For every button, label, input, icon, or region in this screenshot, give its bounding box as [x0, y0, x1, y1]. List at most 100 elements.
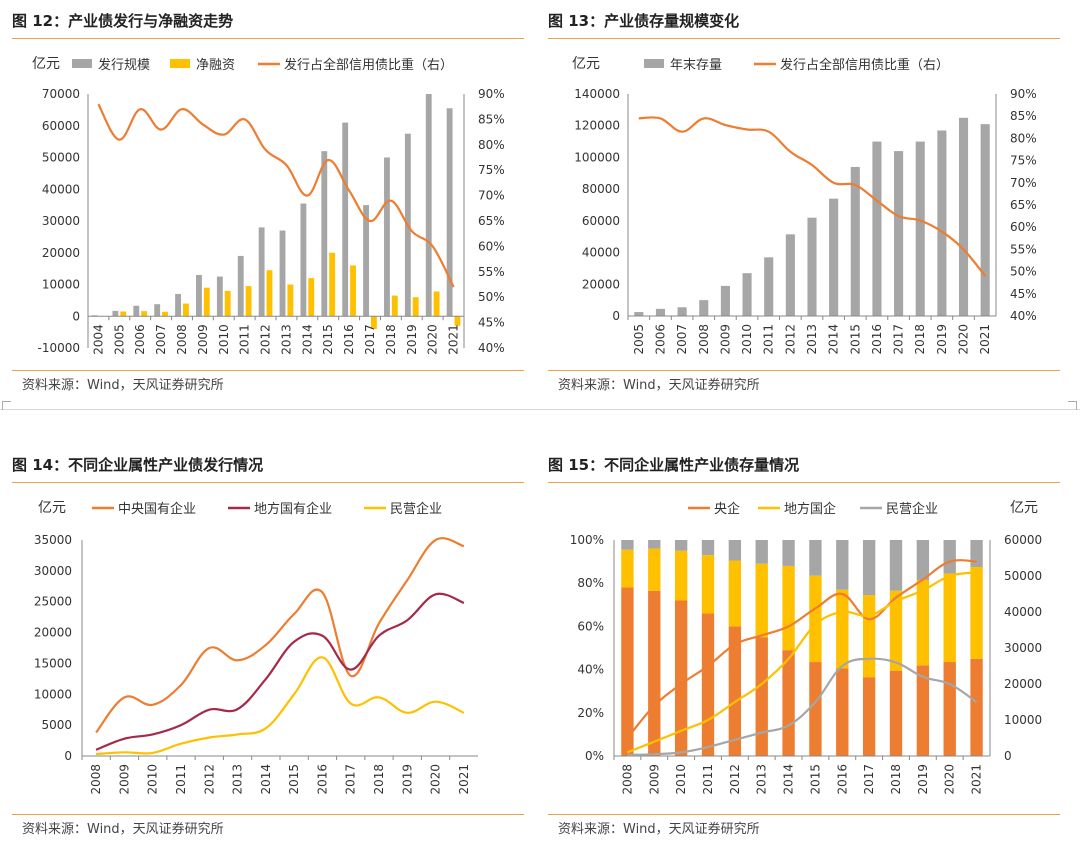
legend-label-1: 发行占全部信用债比重（右） [780, 57, 949, 73]
x-tick-label: 2009 [647, 764, 661, 795]
bar-issuance [112, 311, 118, 316]
x-tick-label: 2009 [196, 324, 210, 355]
bar-net-financing [120, 311, 126, 316]
x-tick-label: 2020 [957, 324, 971, 355]
stacked-bar-0 [944, 662, 956, 756]
y-left-tick-label: 140000 [574, 87, 620, 101]
x-tick-label: 2005 [112, 324, 126, 355]
x-tick-label: 2013 [755, 764, 769, 795]
stacked-bar-2 [944, 540, 956, 573]
bar-net-financing [413, 297, 419, 316]
y-right-tick-label: 60000 [1004, 533, 1042, 547]
y-left-tick-label: 50000 [42, 151, 80, 165]
y-right-tick-label: 60% [1010, 220, 1037, 234]
y-right-tick-label: 45% [478, 316, 505, 330]
y-tick-label: 35000 [34, 533, 72, 547]
y-right-tick-label: 40% [478, 341, 505, 355]
legend-label-0: 发行规模 [98, 57, 150, 73]
stacked-bar-2 [648, 540, 660, 549]
y-tick-label: 15000 [34, 656, 72, 670]
source-rule [12, 370, 524, 371]
chart-source-15: 资料来源：Wind，天风证券研究所 [558, 818, 760, 837]
y-right-tick-label: 85% [478, 112, 505, 126]
x-tick-label: 2011 [762, 324, 776, 355]
stacked-bar-0 [809, 662, 821, 756]
bar-net-financing [329, 253, 335, 317]
x-tick-label: 2020 [429, 764, 443, 795]
x-tick-label: 2005 [632, 324, 646, 355]
x-tick-label: 2016 [315, 764, 329, 795]
chart-12-svg: 亿元发行规模净融资发行占全部信用债比重（右）-10000010000200003… [12, 42, 524, 370]
title-rule [12, 482, 524, 483]
series-line-0 [96, 538, 464, 732]
y-right-tick-label: 20000 [1004, 677, 1042, 691]
bar-net-financing [246, 286, 252, 316]
stacked-bar-1 [621, 550, 633, 588]
y-right-tick-label: 60% [478, 239, 505, 253]
stacked-bar-2 [621, 540, 633, 550]
y-left-tick-label: -10000 [37, 341, 80, 355]
bar-year-end-stock [634, 312, 643, 316]
stacked-bar-1 [729, 561, 741, 627]
y-axis-unit: 亿元 [572, 56, 600, 72]
bar-year-end-stock [743, 273, 752, 316]
stacked-bar-0 [970, 659, 982, 756]
chart-15-svg: 亿元央企地方国企民营企业0%20%40%60%80%100%0100002000… [548, 486, 1060, 814]
chart-title-12: 图 12：产业债发行与净融资走势 [12, 10, 233, 31]
x-tick-label: 2008 [175, 324, 189, 355]
bar-net-financing [308, 278, 314, 316]
x-tick-label: 2020 [426, 324, 440, 355]
x-tick-label: 2017 [363, 324, 377, 355]
x-tick-label: 2019 [916, 764, 930, 795]
chart-title-15: 图 15：不同企业属性产业债存量情况 [548, 454, 799, 475]
y-tick-label: 30000 [34, 564, 72, 578]
bar-year-end-stock [894, 151, 903, 316]
bar-issuance [238, 256, 244, 316]
y-right-tick-label: 70% [478, 189, 505, 203]
bar-issuance [196, 275, 202, 316]
bar-issuance [217, 277, 223, 317]
bar-year-end-stock [678, 307, 687, 316]
legend-label-1: 地方国企 [784, 501, 836, 517]
bar-year-end-stock [829, 199, 838, 316]
y-right-tick-label: 90% [478, 87, 505, 101]
x-tick-label: 2018 [889, 764, 903, 795]
stacked-bar-2 [917, 540, 929, 580]
x-tick-label: 2015 [848, 324, 862, 355]
y-right-tick-label: 65% [1010, 198, 1037, 212]
x-tick-label: 2012 [783, 324, 797, 355]
x-tick-label: 2015 [321, 324, 335, 355]
x-tick-label: 2007 [154, 324, 168, 355]
y-left-tick-label: 20% [577, 706, 604, 720]
stacked-bar-2 [809, 540, 821, 576]
x-tick-label: 2021 [457, 764, 471, 795]
y-left-tick-label: 20000 [582, 277, 620, 291]
x-tick-label: 2009 [117, 764, 131, 795]
bar-year-end-stock [699, 300, 708, 316]
bar-net-financing [267, 270, 273, 316]
legend-label-2: 发行占全部信用债比重（右） [284, 57, 453, 73]
y-axis-unit: 亿元 [32, 56, 60, 72]
y-right-tick-label: 55% [1010, 242, 1037, 256]
stacked-bar-2 [675, 540, 687, 551]
stacked-bar-1 [702, 555, 714, 613]
chart-source-13: 资料来源：Wind，天风证券研究所 [558, 374, 760, 393]
bar-net-financing [183, 304, 189, 317]
bar-year-end-stock [764, 257, 773, 316]
legend-swatch-1 [170, 59, 190, 68]
stacked-bar-2 [756, 540, 768, 564]
stacked-bar-1 [970, 567, 982, 659]
stacked-bar-0 [756, 637, 768, 756]
x-tick-label: 2018 [372, 764, 386, 795]
stacked-bar-0 [863, 677, 875, 756]
chart-source-12: 资料来源：Wind，天风证券研究所 [22, 374, 224, 393]
x-tick-label: 2021 [978, 324, 992, 355]
y-left-tick-label: 120000 [574, 119, 620, 133]
bar-net-financing [392, 296, 398, 317]
bar-net-financing [434, 291, 440, 316]
chart-14-svg: 亿元中央国有企业地方国有企业民营企业0500010000150002000025… [12, 486, 524, 814]
x-tick-label: 2013 [805, 324, 819, 355]
x-tick-label: 2014 [300, 324, 314, 355]
